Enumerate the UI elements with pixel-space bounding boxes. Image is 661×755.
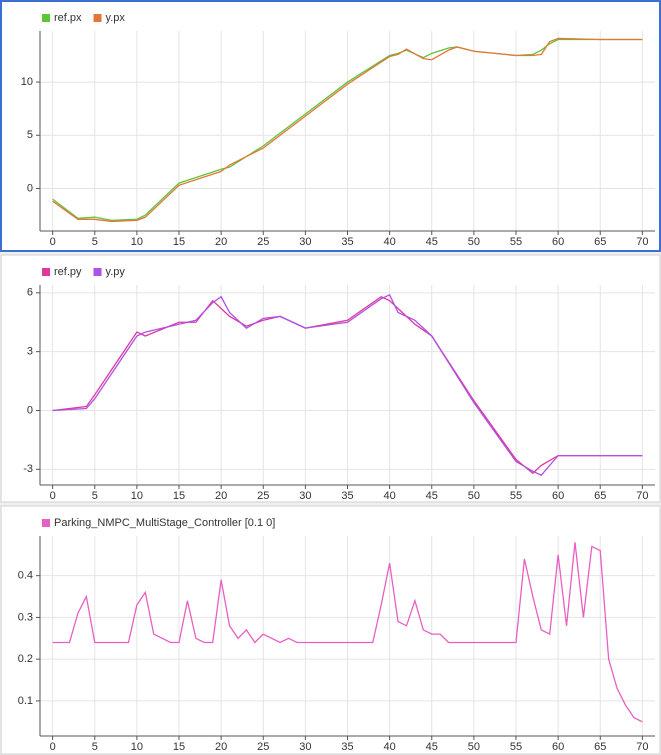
x-tick-label: 25 [257, 490, 269, 502]
x-tick-label: 35 [341, 741, 353, 753]
x-tick-label: 35 [341, 490, 353, 502]
x-tick-label: 55 [510, 490, 522, 502]
x-tick-label: 0 [50, 741, 56, 753]
x-tick-label: 20 [215, 236, 227, 248]
legend-swatch [42, 519, 50, 527]
y-tick-label: 0.1 [18, 695, 33, 707]
x-tick-label: 25 [257, 741, 269, 753]
y-tick-label: 0.4 [18, 570, 33, 582]
series-line [52, 37, 643, 223]
x-tick-label: 0 [50, 490, 56, 502]
x-tick-label: 65 [594, 490, 606, 502]
x-tick-label: 60 [552, 490, 564, 502]
y-tick-label: 10 [21, 76, 33, 88]
x-tick-label: 70 [636, 236, 648, 248]
x-tick-label: 40 [383, 236, 395, 248]
series-line [52, 293, 643, 476]
x-tick-label: 20 [215, 741, 227, 753]
y-tick-label: 6 [27, 287, 33, 299]
x-tick-label: 5 [92, 741, 98, 753]
x-tick-label: 55 [510, 236, 522, 248]
x-tick-label: 15 [173, 490, 185, 502]
x-tick-label: 30 [299, 236, 311, 248]
x-tick-label: 15 [173, 741, 185, 753]
y-tick-label: 5 [27, 129, 33, 141]
x-tick-label: 5 [92, 490, 98, 502]
x-tick-label: 0 [50, 236, 56, 248]
x-tick-label: 10 [131, 741, 143, 753]
y-tick-label: -3 [23, 463, 33, 475]
y-tick-label: 0 [27, 182, 33, 194]
x-tick-label: 25 [257, 236, 269, 248]
legend-swatch [42, 14, 50, 22]
x-tick-label: 65 [594, 741, 606, 753]
x-tick-label: 5 [92, 236, 98, 248]
x-tick-label: 50 [468, 490, 480, 502]
y-tick-label: 0.2 [18, 653, 33, 665]
x-tick-label: 70 [636, 490, 648, 502]
legend-label: Parking_NMPC_MultiStage_Controller [0.1 … [54, 517, 275, 529]
legend-swatch [93, 14, 102, 22]
legend-swatch [42, 268, 50, 276]
legend-label: ref.py [54, 266, 82, 278]
y-tick-label: 3 [27, 346, 33, 358]
x-tick-label: 10 [131, 236, 143, 248]
x-tick-label: 30 [299, 741, 311, 753]
x-tick-label: 35 [341, 236, 353, 248]
x-tick-label: 50 [468, 741, 480, 753]
legend-swatch [93, 268, 102, 276]
x-tick-label: 40 [383, 741, 395, 753]
x-tick-label: 70 [636, 741, 648, 753]
x-tick-label: 45 [426, 741, 438, 753]
legend-label: ref.px [54, 12, 82, 24]
series-line [52, 542, 643, 723]
x-tick-label: 30 [299, 490, 311, 502]
x-tick-label: 60 [552, 741, 564, 753]
x-tick-label: 10 [131, 490, 143, 502]
y-tick-label: 0 [27, 404, 33, 416]
x-tick-label: 15 [173, 236, 185, 248]
x-tick-label: 50 [468, 236, 480, 248]
x-tick-label: 45 [426, 490, 438, 502]
x-tick-label: 60 [552, 236, 564, 248]
x-tick-label: 20 [215, 490, 227, 502]
series-line [52, 38, 643, 222]
legend-label: y.px [106, 12, 126, 24]
y-tick-label: 0.3 [18, 611, 33, 623]
x-tick-label: 65 [594, 236, 606, 248]
x-tick-label: 55 [510, 741, 522, 753]
x-tick-label: 45 [426, 236, 438, 248]
x-tick-label: 40 [383, 490, 395, 502]
legend-label: y.py [106, 266, 126, 278]
